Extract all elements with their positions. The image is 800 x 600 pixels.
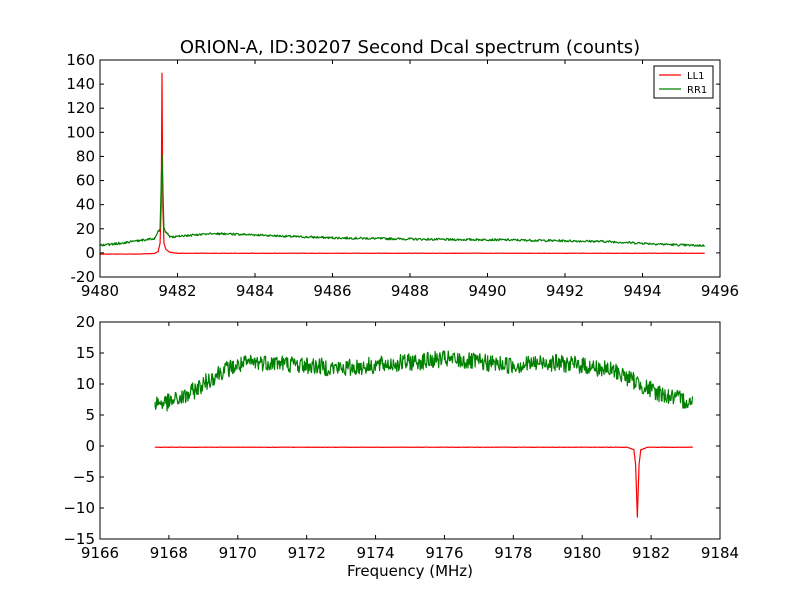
legend-label-rr1: RR1 xyxy=(687,85,707,96)
y-tick-label: −10 xyxy=(63,499,95,517)
series-line-rr1 xyxy=(154,350,694,412)
x-tick-label: 9484 xyxy=(236,282,274,300)
y-tick-label: 40 xyxy=(76,196,95,214)
plot-frame xyxy=(99,321,721,540)
y-tick-label: 120 xyxy=(66,99,95,117)
x-tick-label: 9494 xyxy=(623,282,661,300)
y-tick-label: 140 xyxy=(66,75,95,93)
x-tick-label: 9170 xyxy=(219,544,257,562)
top-spectrum-panel: 9480 9482 9484 9486 9488 9490 9492 9494 9496 -20 0… xyxy=(66,51,739,300)
y-tick-label: 15 xyxy=(76,344,95,362)
y-tick-label: −15 xyxy=(63,530,95,548)
y-tick-label: -20 xyxy=(71,268,96,286)
bottom-spectrum-panel: 9166 9168 9170 9172 9174 9176 9178 9180 9182 9184… xyxy=(63,313,739,580)
x-tick-label: 9182 xyxy=(632,544,670,562)
y-tick-label: 100 xyxy=(66,123,95,141)
x-tick-label: 9490 xyxy=(468,282,506,300)
x-tick-label: 9492 xyxy=(546,282,584,300)
y-tick-label: 10 xyxy=(76,375,95,393)
y-tick-label: −5 xyxy=(73,468,95,486)
series-line-ll1 xyxy=(99,72,706,255)
y-tick-label: 20 xyxy=(76,220,95,238)
series-line-rr1 xyxy=(99,154,706,248)
x-tick-label: 9482 xyxy=(158,282,196,300)
y-tick-label: 80 xyxy=(76,147,95,165)
x-tick-label: 9184 xyxy=(701,544,739,562)
x-tick-label: 9172 xyxy=(288,544,326,562)
x-tick-label: 9488 xyxy=(391,282,429,300)
x-tick-label: 9180 xyxy=(563,544,601,562)
x-axis-label: Frequency (MHz) xyxy=(347,562,473,580)
y-tick-label: 5 xyxy=(85,406,95,424)
y-tick-label: 60 xyxy=(76,172,95,190)
y-tick-label: 20 xyxy=(76,313,95,331)
legend-box xyxy=(653,65,714,99)
x-tick-label: 9486 xyxy=(313,282,351,300)
x-tick-label: 9168 xyxy=(150,544,188,562)
x-tick-label: 9174 xyxy=(356,544,394,562)
x-tick-label: 9480 xyxy=(81,282,119,300)
y-tick-label: 0 xyxy=(85,244,95,262)
series-line-ll1 xyxy=(154,446,694,518)
y-tick-label: 160 xyxy=(66,51,95,69)
legend-label-ll1: LL1 xyxy=(687,71,705,82)
x-tick-label: 9178 xyxy=(494,544,532,562)
x-tick-label: 9176 xyxy=(425,544,463,562)
x-tick-label: 9166 xyxy=(81,544,119,562)
y-tick-label: 0 xyxy=(85,437,95,455)
chart-title: ORION-A, ID:30207 Second Dcal spectrum (… xyxy=(180,37,640,58)
x-tick-label: 9496 xyxy=(701,282,739,300)
